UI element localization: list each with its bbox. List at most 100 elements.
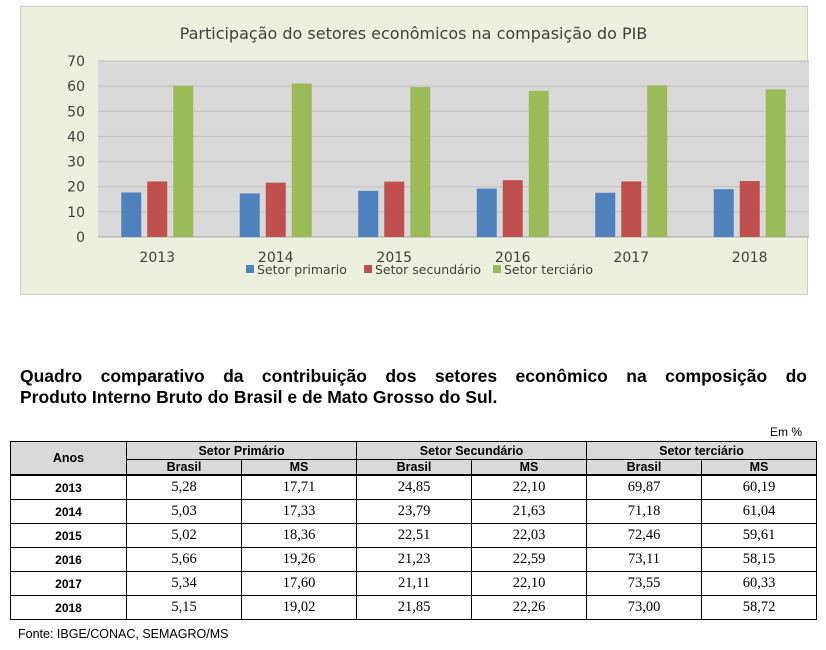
table-cell: 22,51 bbox=[356, 523, 473, 548]
row-year: 2016 bbox=[10, 547, 127, 572]
bar-chart: Participação do setores econômicos na co… bbox=[67, 24, 809, 277]
legend-swatch bbox=[246, 265, 254, 273]
table-cell: 5,28 bbox=[126, 474, 242, 500]
bar-terciario bbox=[173, 85, 194, 237]
bar-primario bbox=[121, 192, 142, 237]
table-cell: 69,87 bbox=[586, 474, 703, 500]
plot-area bbox=[98, 61, 809, 237]
bar-secundario bbox=[147, 181, 168, 237]
table-cell: 5,34 bbox=[126, 571, 242, 596]
bar-terciario bbox=[410, 87, 431, 237]
table-cell: 21,63 bbox=[471, 499, 588, 524]
bar-primario bbox=[595, 192, 616, 237]
unit-label: Em % bbox=[770, 425, 803, 439]
bar-primario bbox=[476, 188, 497, 237]
table-cell: 5,03 bbox=[126, 499, 242, 524]
subheader-ms: MS bbox=[471, 459, 588, 476]
table-cell: 17,33 bbox=[240, 499, 358, 524]
subheader-brasil: Brasil bbox=[126, 459, 242, 476]
y-tick-label: 40 bbox=[67, 129, 85, 145]
y-tick-label: 10 bbox=[67, 205, 85, 221]
table-cell: 73,55 bbox=[586, 571, 703, 596]
y-tick-label: 0 bbox=[76, 230, 85, 246]
bar-secundario bbox=[502, 180, 523, 237]
table-cell: 19,02 bbox=[240, 595, 358, 620]
table-cell: 18,36 bbox=[240, 523, 358, 548]
table-cell: 73,11 bbox=[586, 547, 703, 572]
table-heading-line2: Produto Interno Bruto do Brasil e de Mat… bbox=[20, 387, 498, 407]
row-year: 2018 bbox=[10, 595, 127, 620]
y-tick-label: 30 bbox=[67, 155, 85, 171]
table-cell: 17,71 bbox=[240, 474, 358, 500]
table-cell: 22,26 bbox=[471, 595, 588, 620]
legend-label: Setor primario bbox=[257, 262, 347, 277]
chart-container: Participação do setores econômicos na co… bbox=[20, 6, 809, 295]
table-cell: 5,02 bbox=[126, 523, 242, 548]
table-cell: 22,10 bbox=[471, 474, 588, 500]
table-cell: 5,15 bbox=[126, 595, 242, 620]
header-group-primario: Setor Primário bbox=[125, 441, 358, 460]
x-tick-label: 2017 bbox=[613, 250, 649, 266]
header-group-secundario: Setor Secundário bbox=[356, 441, 588, 460]
table-cell: 59,61 bbox=[701, 523, 818, 548]
table-cell: 22,10 bbox=[471, 571, 588, 596]
subheader-brasil: Brasil bbox=[356, 459, 473, 476]
bar-secundario bbox=[265, 182, 286, 237]
row-year: 2014 bbox=[10, 499, 127, 524]
table-row: 2018 5,15 19,02 21,85 22,26 73,00 58,72 bbox=[10, 595, 818, 620]
table-cell: 21,85 bbox=[356, 595, 473, 620]
table-cell: 73,00 bbox=[586, 595, 703, 620]
table-row: 2014 5,03 17,33 23,79 21,63 71,18 61,04 bbox=[10, 499, 818, 524]
table-row: 2016 5,66 19,26 21,23 22,59 73,11 58,15 bbox=[10, 547, 818, 572]
subheader-ms: MS bbox=[701, 459, 818, 476]
bar-terciario bbox=[647, 85, 668, 237]
bar-secundario bbox=[621, 181, 642, 237]
legend-swatch bbox=[364, 265, 372, 273]
source-note: Fonte: IBGE/CONAC, SEMAGRO/MS bbox=[18, 627, 229, 641]
legend-swatch bbox=[493, 265, 501, 273]
table-row: 2013 5,28 17,71 24,85 22,10 69,87 60,19 bbox=[10, 474, 818, 500]
table-heading-line1: Quadro comparativo da contribuição dos s… bbox=[20, 366, 807, 386]
table-row: 2017 5,34 17,60 21,11 22,10 73,55 60,33 bbox=[10, 571, 818, 596]
table-cell: 23,79 bbox=[356, 499, 473, 524]
bar-primario bbox=[358, 190, 379, 237]
table-cell: 58,72 bbox=[701, 595, 818, 620]
bar-primario bbox=[713, 189, 734, 237]
header-anos: Anos bbox=[10, 441, 127, 476]
legend-label: Setor terciário bbox=[504, 262, 593, 277]
table-cell: 24,85 bbox=[356, 474, 473, 500]
table-heading: Quadro comparativo da contribuição dos s… bbox=[20, 366, 807, 408]
legend-label: Setor secundário bbox=[375, 262, 481, 277]
x-tick-label: 2014 bbox=[258, 250, 294, 266]
x-tick-label: 2018 bbox=[732, 250, 768, 266]
table-body: 2013 5,28 17,71 24,85 22,10 69,87 60,19 2014 5,0… bbox=[10, 474, 818, 620]
y-tick-label: 60 bbox=[67, 79, 85, 95]
table-row: 2015 5,02 18,36 22,51 22,03 72,46 59,61 bbox=[10, 523, 818, 548]
subheader-ms: MS bbox=[240, 459, 358, 476]
table-cell: 17,60 bbox=[240, 571, 358, 596]
table-cell: 58,15 bbox=[701, 547, 818, 572]
table-cell: 22,03 bbox=[471, 523, 588, 548]
table-cell: 22,59 bbox=[471, 547, 588, 572]
table-cell: 60,19 bbox=[701, 474, 818, 500]
table-cell: 60,33 bbox=[701, 571, 818, 596]
bar-terciario bbox=[765, 89, 786, 237]
table-cell: 19,26 bbox=[240, 547, 358, 572]
bar-terciario bbox=[291, 83, 312, 237]
table-cell: 71,18 bbox=[586, 499, 703, 524]
x-tick-label: 2015 bbox=[376, 250, 412, 266]
comparison-table: Anos Setor Primário Setor Secundário Set… bbox=[10, 441, 818, 620]
chart-title: Participação do setores econômicos na co… bbox=[180, 24, 648, 43]
bar-primario bbox=[239, 193, 260, 237]
header-group-terciario: Setor terciário bbox=[586, 441, 818, 460]
subheader-brasil: Brasil bbox=[586, 459, 703, 476]
x-tick-label: 2016 bbox=[495, 250, 531, 266]
row-year: 2013 bbox=[10, 474, 127, 500]
bar-terciario bbox=[528, 90, 549, 238]
table-cell: 5,66 bbox=[126, 547, 242, 572]
row-year: 2015 bbox=[10, 523, 127, 548]
table-cell: 21,23 bbox=[356, 547, 473, 572]
bar-secundario bbox=[384, 181, 405, 237]
y-tick-label: 70 bbox=[67, 54, 85, 70]
y-tick-label: 50 bbox=[67, 104, 85, 120]
